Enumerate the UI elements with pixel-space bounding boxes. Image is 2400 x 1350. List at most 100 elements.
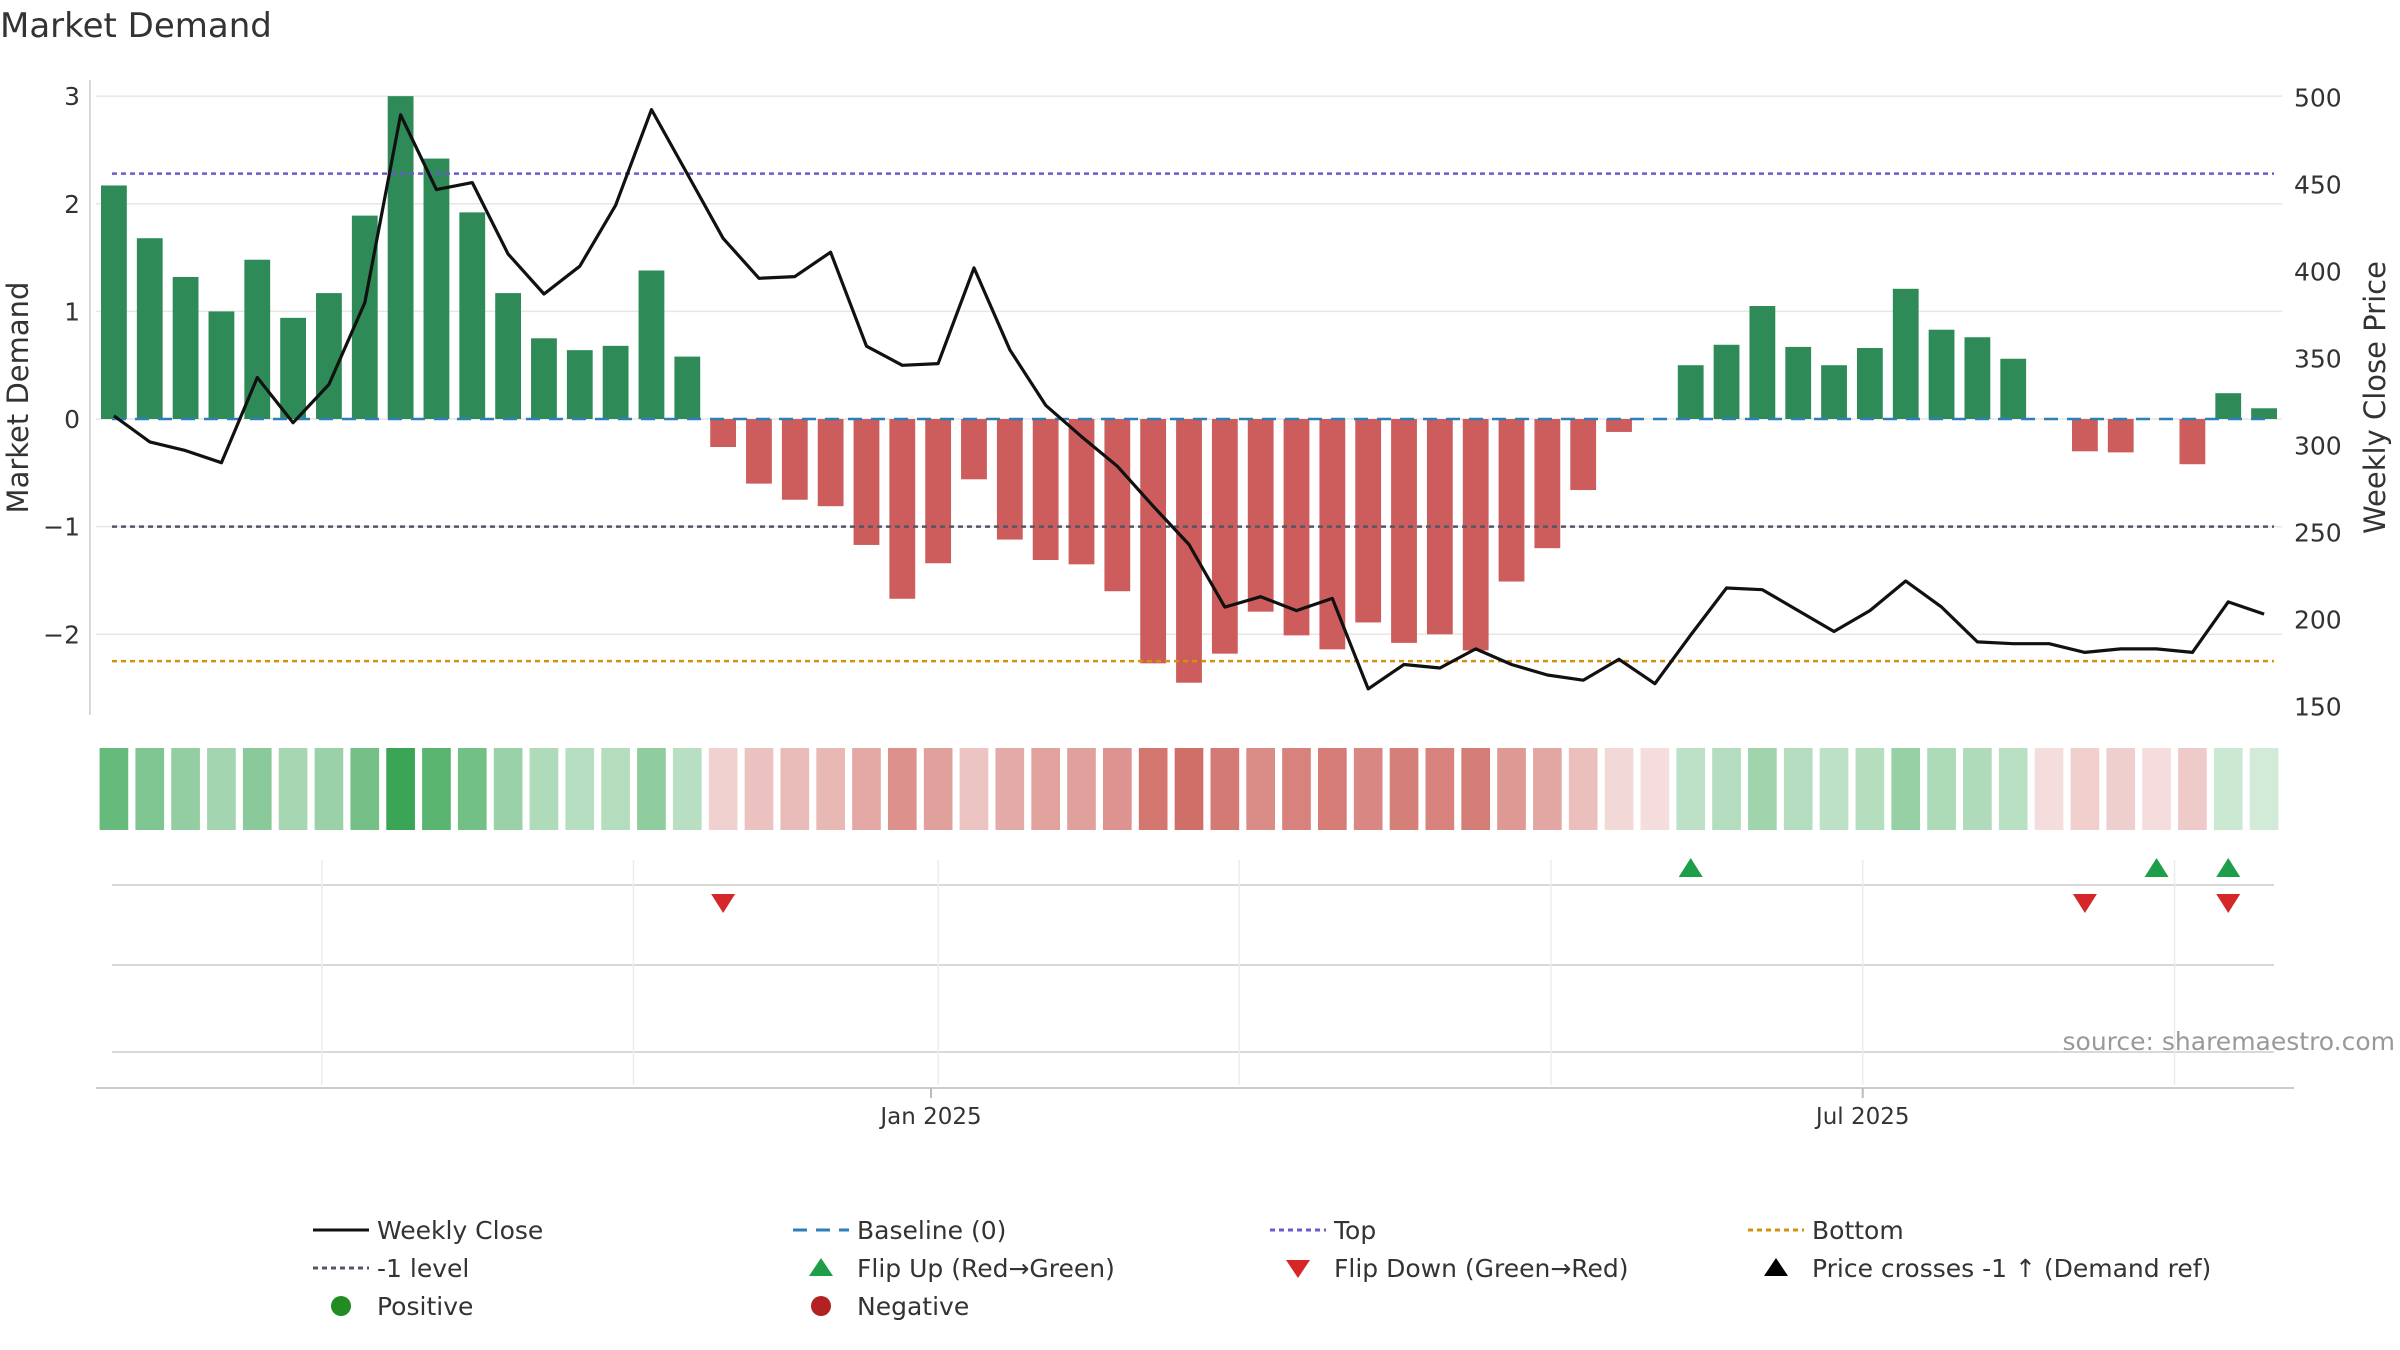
heat-cell xyxy=(207,748,236,830)
demand-bar xyxy=(1391,419,1417,643)
heat-cell xyxy=(959,748,989,830)
heat-cell xyxy=(923,748,953,830)
demand-bar xyxy=(1176,419,1202,683)
legend-label: Negative xyxy=(857,1291,970,1321)
heat-cell xyxy=(314,748,344,830)
heat-cell xyxy=(493,748,523,830)
heat-cell xyxy=(171,748,200,830)
heat-cell xyxy=(1425,748,1455,830)
demand-bar xyxy=(2072,419,2098,452)
demand-bar xyxy=(853,419,880,545)
demand-bar xyxy=(1892,288,1919,420)
demand-bar xyxy=(244,259,271,420)
demand-bar xyxy=(1355,419,1382,623)
y2-tick-label: 200 xyxy=(2294,605,2342,634)
flip-down-marker xyxy=(711,894,736,913)
y2-tick-label: 400 xyxy=(2294,257,2342,286)
demand-bar xyxy=(208,311,235,420)
price-line-group xyxy=(112,107,2265,691)
demand-bar xyxy=(566,350,593,420)
legend-swatch-positive xyxy=(331,1296,351,1316)
chart-title: Market Demand xyxy=(0,6,272,46)
heat-cell xyxy=(1604,748,1634,830)
heat-cell xyxy=(780,748,810,830)
flip-down-marker xyxy=(2216,894,2241,913)
y2-tick-label: 250 xyxy=(2294,518,2342,547)
demand-bar xyxy=(1319,419,1346,650)
heat-cell xyxy=(135,748,165,830)
heat-cell xyxy=(1676,748,1706,830)
legend-label: Flip Up (Red→Green) xyxy=(857,1253,1115,1283)
demand-bar xyxy=(136,238,163,420)
heat-cell xyxy=(995,748,1025,830)
heat-cell xyxy=(2213,748,2243,830)
y-tick-label: 0 xyxy=(64,405,80,434)
heat-cell xyxy=(278,748,308,830)
demand-bar xyxy=(1140,419,1167,664)
demand-bar xyxy=(1749,306,1776,420)
legend-label: Bottom xyxy=(1812,1215,1904,1245)
heat-cell xyxy=(350,748,380,830)
demand-bar xyxy=(746,419,772,484)
y-tick-label: −2 xyxy=(43,620,80,649)
legend-label: Weekly Close xyxy=(377,1215,544,1245)
heat-cell xyxy=(2070,748,2100,830)
demand-bar xyxy=(172,276,199,420)
heat-cell xyxy=(1138,748,1168,830)
legend-label: -1 level xyxy=(377,1253,470,1283)
weekly-close-line xyxy=(112,107,2265,691)
heat-cell xyxy=(1712,748,1741,830)
heat-cell xyxy=(2178,748,2207,830)
y2-tick-label: 150 xyxy=(2294,692,2342,721)
demand-bar xyxy=(459,212,486,420)
heat-cell xyxy=(1031,748,1060,830)
heat-cell xyxy=(1819,748,1849,830)
y2-tick-label: 500 xyxy=(2294,83,2342,112)
heat-cell xyxy=(2034,748,2064,830)
heat-cell xyxy=(1855,748,1885,830)
demand-bar xyxy=(495,293,522,420)
demand-bar xyxy=(1606,419,1632,432)
legend-label: Baseline (0) xyxy=(857,1215,1007,1245)
heat-cell xyxy=(99,748,129,830)
demand-bar xyxy=(1462,419,1489,651)
heat-cell xyxy=(1389,748,1419,830)
demand-bar xyxy=(1498,419,1525,582)
demand-bar xyxy=(1928,329,1955,420)
source-label: source: sharemaestro.com xyxy=(2063,1027,2396,1056)
heat-cell xyxy=(816,748,845,830)
heat-cell xyxy=(1748,748,1777,830)
demand-bar xyxy=(1534,419,1561,549)
demand-bar xyxy=(674,356,701,420)
legend-item-bottom: Bottom xyxy=(1740,1212,1904,1248)
demand-bar xyxy=(996,419,1023,540)
legend-item-flip-down: Flip Down (Green→Red) xyxy=(1262,1250,1629,1286)
heat-cell xyxy=(672,748,702,830)
heat-cell xyxy=(242,748,272,830)
demand-bar xyxy=(1964,337,1991,420)
heat-cell xyxy=(1246,748,1276,830)
legend-swatch-price-cross xyxy=(1764,1258,1788,1276)
demand-bar xyxy=(2000,358,2027,420)
legend-swatch-minus-one xyxy=(313,1266,369,1270)
demand-bar xyxy=(1104,419,1131,592)
heat-cell xyxy=(2249,748,2279,830)
heat-cell xyxy=(1783,748,1813,830)
demand-bar xyxy=(316,293,342,420)
heat-cell xyxy=(1640,748,1670,830)
heat-cell xyxy=(422,748,451,830)
flip-up-marker xyxy=(2144,858,2169,877)
legend-swatch-flip-up xyxy=(809,1258,833,1276)
y-axis-label: Market Demand xyxy=(1,282,35,514)
demand-bar xyxy=(1785,346,1812,420)
heat-cell xyxy=(744,748,774,830)
heat-cell xyxy=(637,748,666,830)
legend-label: Positive xyxy=(377,1291,474,1321)
legend-item-price-cross: Price crosses -1 ↑ (Demand ref) xyxy=(1740,1250,2211,1286)
demand-bar xyxy=(889,419,916,599)
heat-cell xyxy=(386,748,415,830)
heat-cell xyxy=(852,748,881,830)
heat-cell xyxy=(708,748,738,830)
demand-bar xyxy=(2251,408,2277,420)
heat-cell xyxy=(1102,748,1132,830)
